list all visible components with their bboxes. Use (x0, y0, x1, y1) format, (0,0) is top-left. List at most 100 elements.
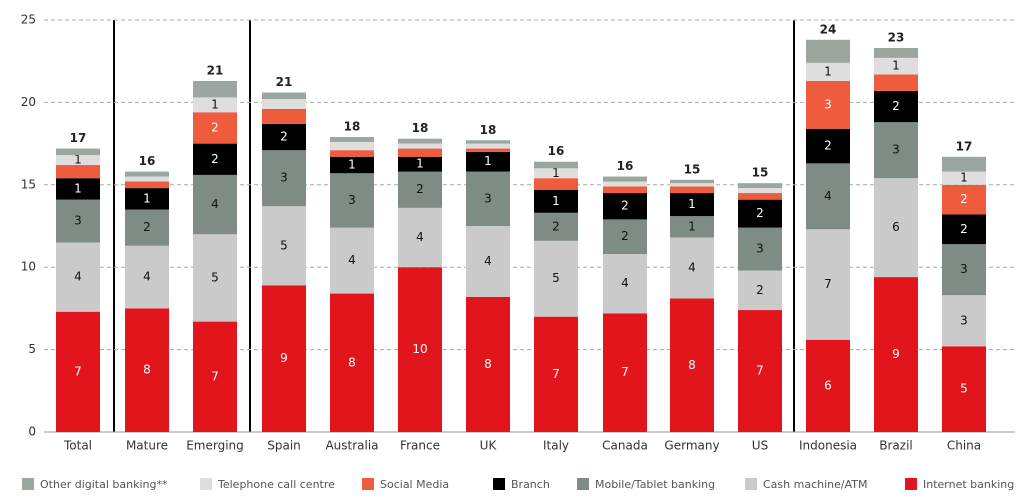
bar-segment (466, 143, 510, 149)
bar-segment (193, 143, 237, 175)
bar-segment (738, 193, 782, 200)
bar-segment (534, 161, 578, 169)
bar-segment (603, 254, 647, 314)
bar-segment (398, 156, 442, 172)
bar-segment (874, 277, 918, 432)
bar-segment (466, 151, 510, 172)
legend-label: Mobile/Tablet banking (595, 478, 715, 491)
bar-segment (398, 171, 442, 208)
bar-segment (398, 207, 442, 268)
data-label: 6 (824, 378, 832, 392)
data-label: 7 (756, 364, 764, 378)
bar-segment (806, 128, 850, 164)
bar-segment (330, 173, 374, 228)
bar-segment (806, 339, 850, 432)
data-label: 7 (824, 277, 832, 291)
data-label: 4 (416, 230, 424, 244)
data-label: 1 (143, 191, 151, 205)
bar-segment (806, 80, 850, 129)
data-label: 10 (412, 342, 427, 356)
total-label: 16 (139, 154, 156, 168)
data-label: 2 (824, 139, 832, 153)
bar-segment (262, 92, 306, 100)
bar-segment (56, 165, 100, 179)
bar-segment (603, 181, 647, 187)
x-tick-label: UK (480, 439, 498, 453)
legend-swatch (905, 478, 917, 490)
bar-segment (738, 310, 782, 432)
data-label: 1 (552, 194, 560, 208)
data-label: 7 (621, 365, 629, 379)
bar-segment (874, 178, 918, 278)
bar-segment (398, 267, 442, 432)
data-label: 3 (484, 191, 492, 205)
bar-segment (738, 183, 782, 189)
bar-segment (125, 308, 169, 432)
bar-segment (330, 141, 374, 151)
bar-segment (670, 298, 714, 432)
data-label: 9 (280, 351, 288, 365)
bar-segment (330, 227, 374, 294)
total-label: 15 (752, 166, 769, 180)
data-label: 2 (211, 120, 219, 134)
x-tick-label: Brazil (879, 439, 913, 453)
x-tick-label: Germany (664, 439, 719, 453)
data-label: 2 (960, 222, 968, 236)
y-tick-label: 0 (28, 425, 36, 439)
bar-segment (56, 311, 100, 432)
data-label: 2 (892, 99, 900, 113)
legend-swatch (745, 478, 757, 490)
total-label: 21 (207, 63, 224, 77)
bar-segment (193, 234, 237, 322)
bar-segment (670, 216, 714, 238)
bar-segment (603, 193, 647, 220)
x-tick-label: Australia (325, 439, 378, 453)
y-tick-label: 25 (21, 13, 36, 27)
x-tick-label: Total (63, 439, 92, 453)
bar-segment (193, 97, 237, 113)
bar-segment (534, 189, 578, 213)
bar-segment (398, 148, 442, 157)
bar-segment (534, 212, 578, 241)
data-label: 9 (892, 347, 900, 361)
x-tick-label: US (752, 439, 768, 453)
data-label: 1 (74, 153, 82, 167)
data-label: 2 (280, 130, 288, 144)
data-label: 4 (348, 253, 356, 267)
data-label: 1 (552, 166, 560, 180)
x-tick-label: Italy (543, 439, 569, 453)
x-tick-label: China (947, 439, 981, 453)
bar-segment (56, 178, 100, 200)
bar-segment (670, 193, 714, 217)
data-label: 1 (688, 219, 696, 233)
bar-segment (738, 199, 782, 228)
data-label: 8 (688, 358, 696, 372)
bar-segment (874, 122, 918, 179)
y-tick-label: 5 (28, 342, 36, 356)
bar-segment (466, 140, 510, 144)
data-label: 2 (211, 152, 219, 166)
data-label: 3 (960, 262, 968, 276)
x-tick-label: France (400, 439, 440, 453)
bar-segment (603, 186, 647, 194)
bar-segment (262, 108, 306, 124)
bar-segment (262, 123, 306, 151)
data-label: 7 (74, 364, 82, 378)
bar-segment (874, 57, 918, 75)
bar-segment (534, 168, 578, 179)
data-label: 6 (892, 220, 900, 234)
data-label: 2 (756, 206, 764, 220)
data-label: 1 (892, 59, 900, 73)
bar-segment (942, 295, 986, 347)
total-label: 18 (344, 120, 361, 134)
data-label: 2 (621, 199, 629, 213)
bar-segment (193, 112, 237, 144)
bar-segment (398, 143, 442, 149)
data-label: 3 (892, 143, 900, 157)
legend-label: Social Media (380, 478, 449, 491)
data-label: 1 (74, 181, 82, 195)
data-label: 7 (211, 369, 219, 383)
data-label: 4 (824, 189, 832, 203)
data-label: 4 (484, 254, 492, 268)
data-label: 3 (824, 97, 832, 111)
